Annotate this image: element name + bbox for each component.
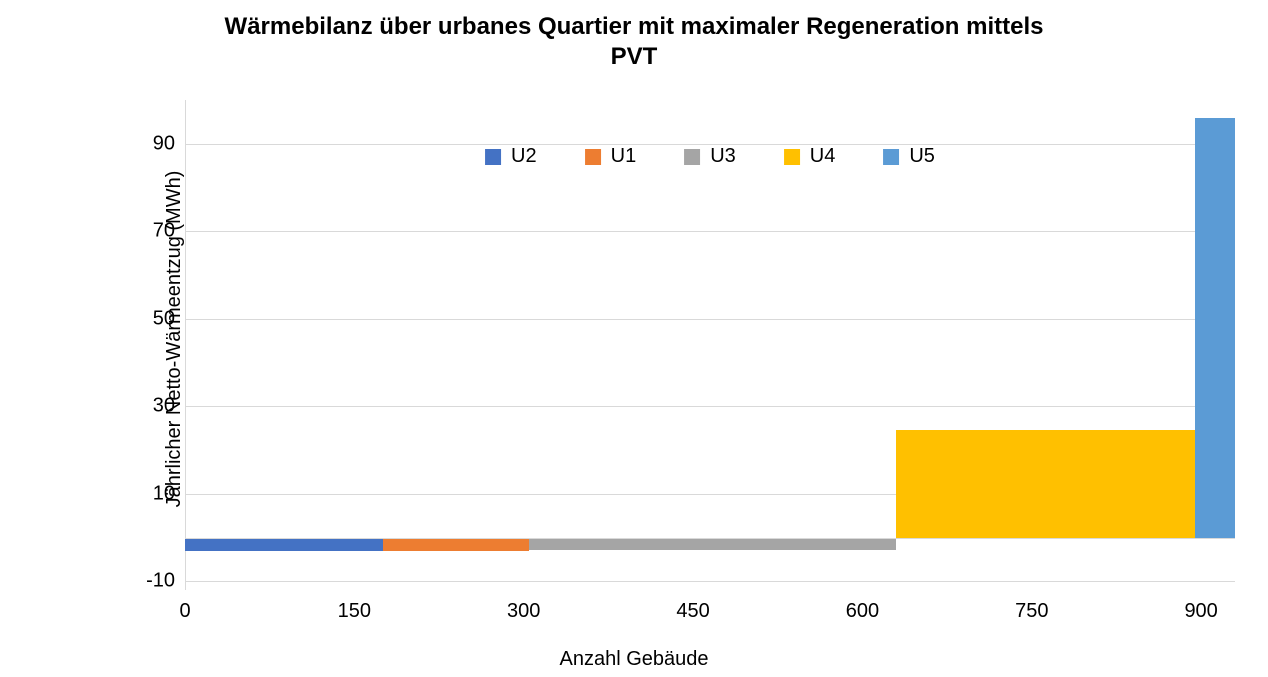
chart-container: Wärmebilanz über urbanes Quartier mit ma…	[0, 0, 1268, 677]
bar-u5	[1195, 118, 1235, 538]
x-tick-label: 600	[846, 590, 879, 623]
plot-area: -1010305070900150300450600750900	[185, 100, 1235, 590]
x-axis-label: Anzahl Gebäude	[0, 648, 1268, 671]
x-tick-label: 450	[676, 590, 709, 623]
bar-u1	[383, 538, 530, 551]
y-tick-label: 70	[153, 220, 185, 243]
bar-u4	[896, 430, 1195, 537]
x-tick-label: 150	[338, 590, 371, 623]
chart-title-line2: PVT	[0, 42, 1268, 72]
gridline	[185, 581, 1235, 582]
x-tick-label: 900	[1184, 590, 1217, 623]
gridline	[185, 144, 1235, 145]
x-tick-label: 300	[507, 590, 540, 623]
x-tick-label: 750	[1015, 590, 1048, 623]
bar-u3	[529, 538, 896, 550]
gridline	[185, 319, 1235, 320]
y-tick-label: 90	[153, 132, 185, 155]
gridline	[185, 231, 1235, 232]
gridline	[185, 406, 1235, 407]
y-tick-label: 50	[153, 307, 185, 330]
bar-u2	[185, 538, 383, 551]
y-tick-label: 10	[153, 482, 185, 505]
x-axis-line	[185, 538, 1235, 539]
x-tick-label: 0	[179, 590, 190, 623]
y-axis-line	[185, 100, 186, 590]
chart-title-line1: Wärmebilanz über urbanes Quartier mit ma…	[0, 12, 1268, 42]
y-tick-label: 30	[153, 395, 185, 418]
chart-title: Wärmebilanz über urbanes Quartier mit ma…	[0, 12, 1268, 72]
